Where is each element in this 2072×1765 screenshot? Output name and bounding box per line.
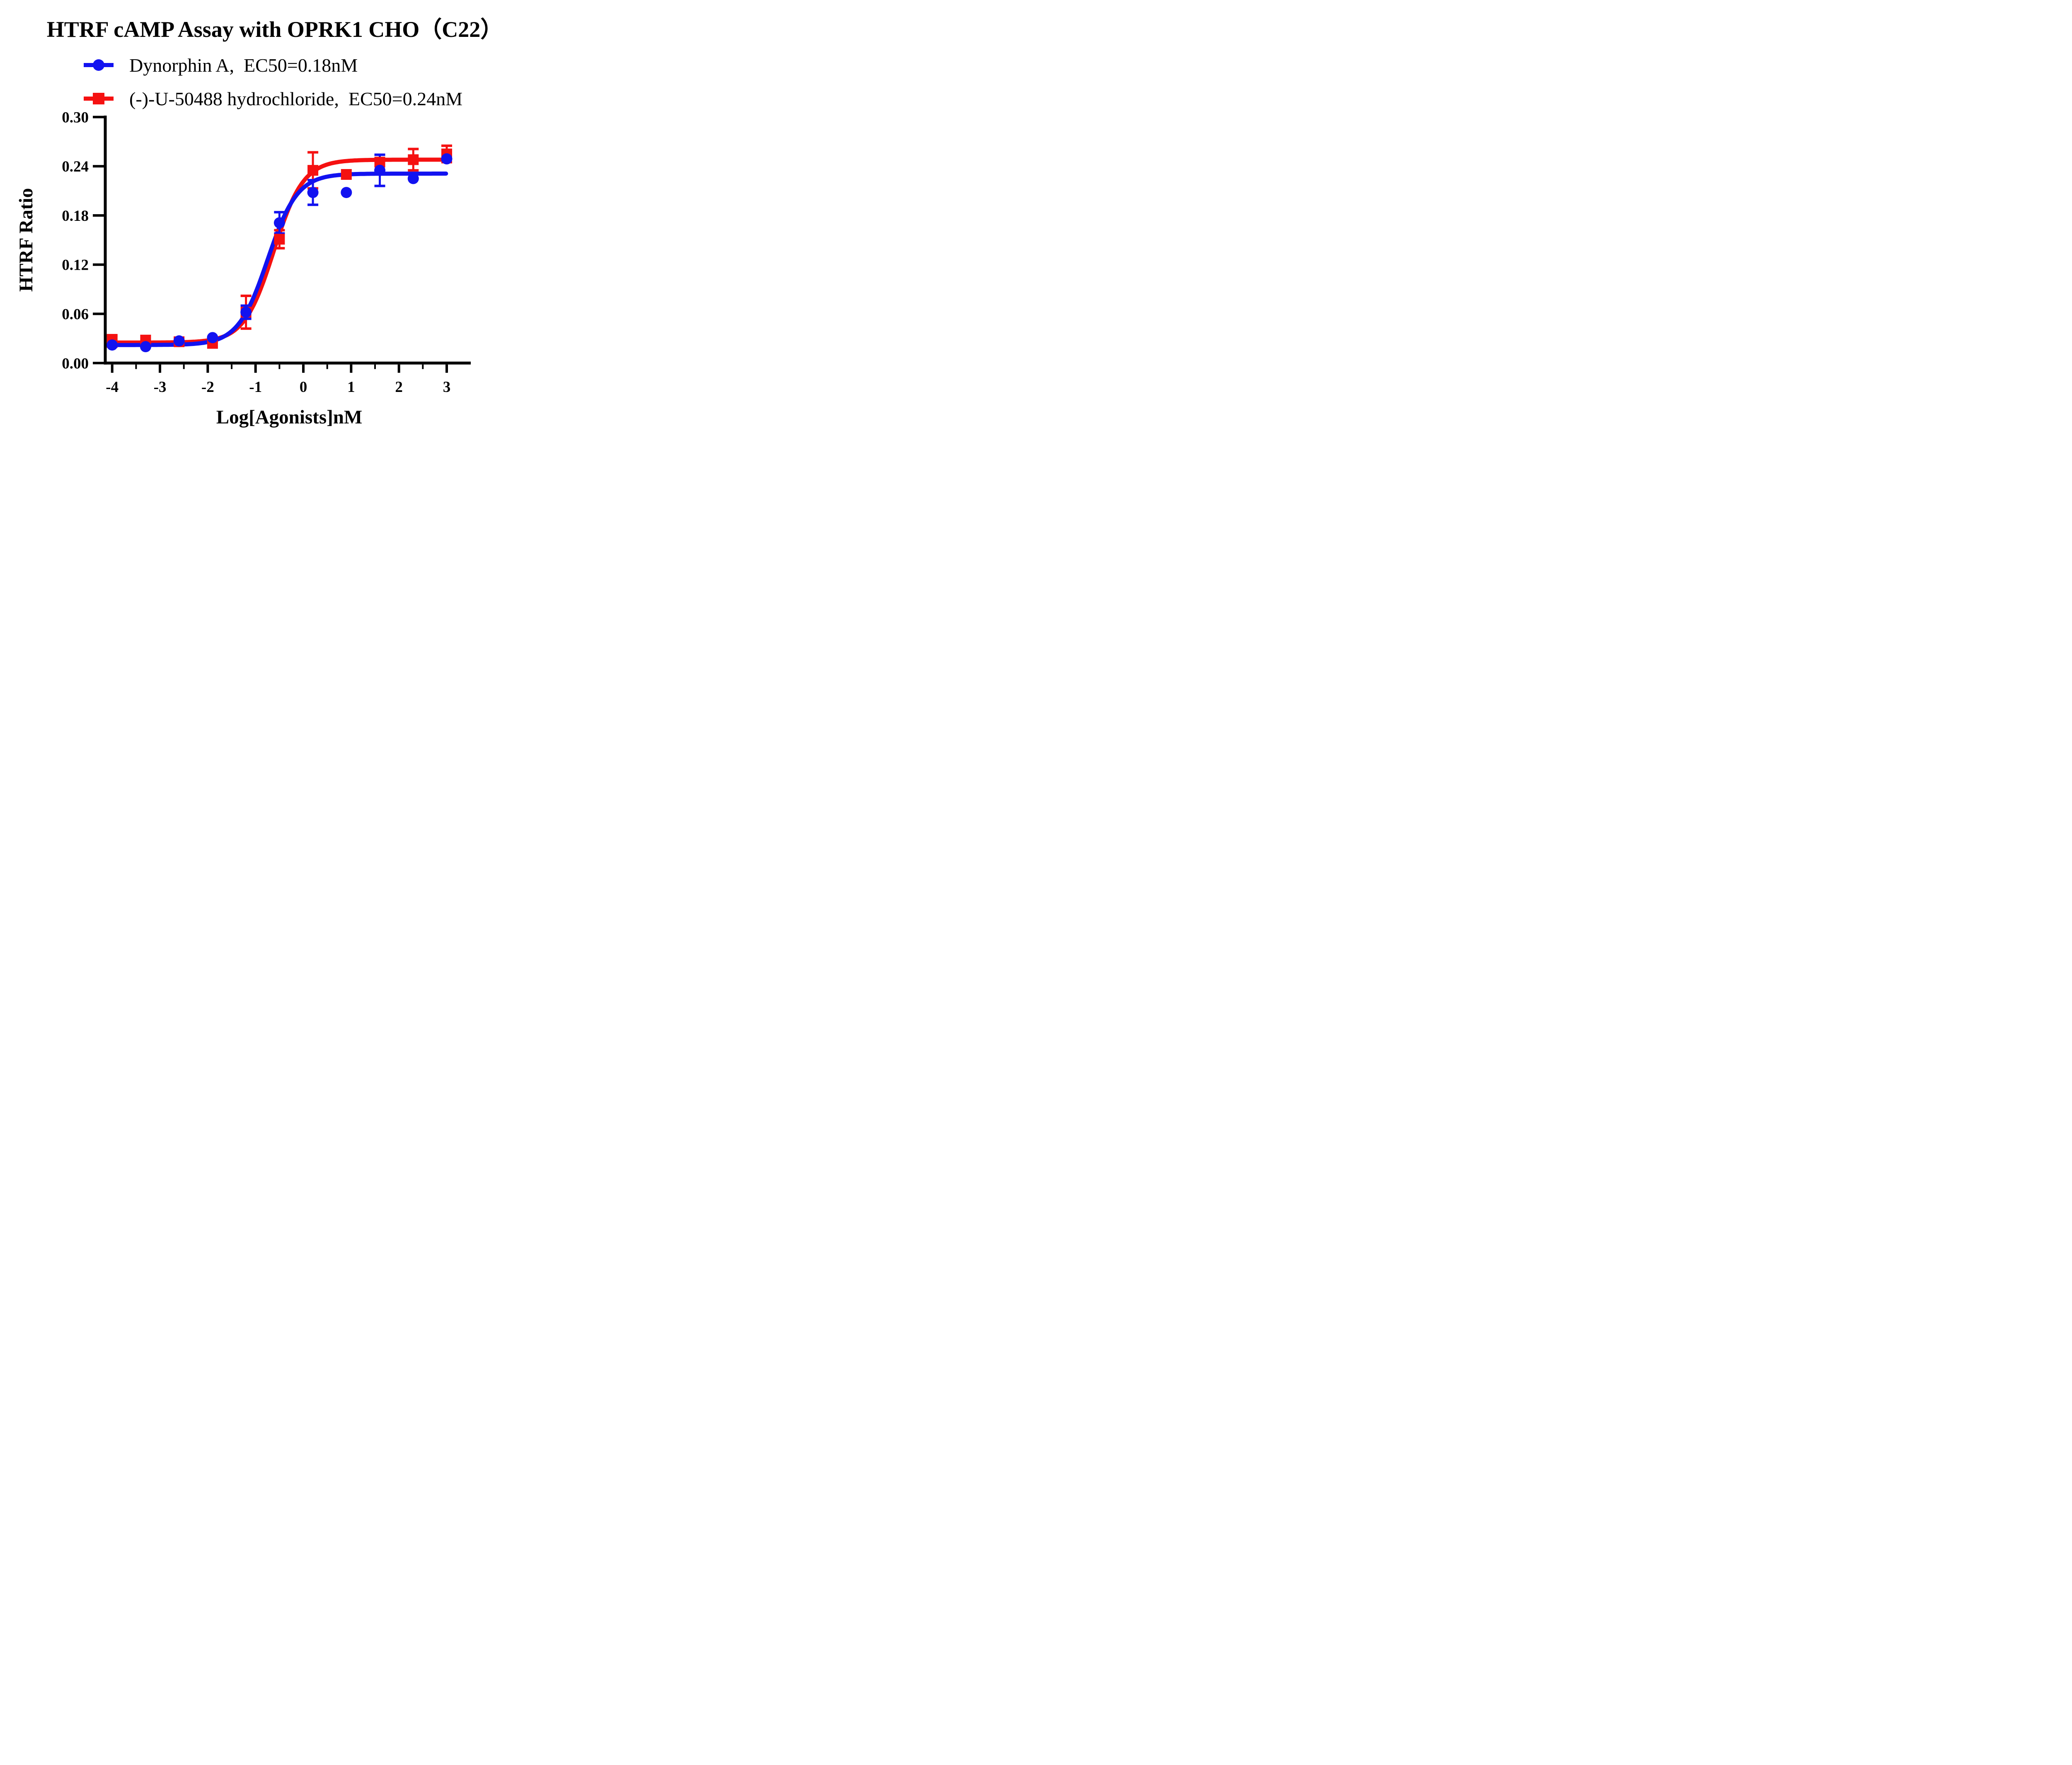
axis-labels: HTRF Ratio Log[Agonists]nM <box>15 188 362 428</box>
data-point-circle <box>274 217 285 229</box>
y-tick-label: 0.30 <box>62 109 89 126</box>
x-tick-label: 1 <box>347 379 355 396</box>
y-tick-label: 0.06 <box>62 306 89 323</box>
chart-plot-area: 0.00 0.06 0.12 0.18 0.24 0.30 -4 -3 -2 -1 0 1 2 3 HTR… <box>15 109 471 428</box>
data-point-circle <box>374 164 386 176</box>
axes: 0.00 0.06 0.12 0.18 0.24 0.30 -4 -3 -2 -1 0 1 2 3 <box>62 109 471 396</box>
data-point-circle <box>173 335 185 347</box>
x-tick-label: 3 <box>443 379 451 396</box>
data-point-square <box>408 154 419 165</box>
data-points <box>107 148 453 353</box>
data-point-circle <box>441 153 453 164</box>
data-point-square <box>274 234 285 245</box>
legend-label: Dynorphin A, EC50=0.18nM <box>129 54 358 76</box>
legend-label: (-)-U-50488 hydrochloride, EC50=0.24nM <box>129 88 462 109</box>
y-tick-label: 0.12 <box>62 257 89 274</box>
x-tick-label: -4 <box>106 379 119 396</box>
legend-marker-square-icon <box>84 93 114 104</box>
fit-curve-dynorphin-a <box>107 172 448 347</box>
error-bars <box>107 144 452 348</box>
x-tick-label: -2 <box>201 379 214 396</box>
x-tick-label: -3 <box>154 379 167 396</box>
x-axis-title: Log[Agonists]nM <box>216 406 363 428</box>
fit-curves <box>107 157 448 347</box>
y-axis-title: HTRF Ratio <box>15 188 37 292</box>
fit-curve--u-50488-hydrochloride <box>107 157 448 345</box>
legend-item-dynorphin-a: Dynorphin A, EC50=0.18nM <box>84 52 358 78</box>
data-point-circle <box>207 332 218 343</box>
data-point-circle <box>140 341 151 353</box>
data-point-square <box>341 169 352 180</box>
y-tick-label: 0.18 <box>62 208 89 225</box>
y-tick-label: 0.24 <box>62 158 89 175</box>
data-point-circle <box>240 307 252 318</box>
legend-item-u50488: (-)-U-50488 hydrochloride, EC50=0.24nM <box>84 86 462 111</box>
data-point-square <box>307 165 319 176</box>
legend-marker-circle-icon <box>84 59 114 71</box>
chart-title: HTRF cAMP Assay with OPRK1 CHO（C22） <box>46 17 503 42</box>
x-tick-label: 0 <box>300 379 307 396</box>
data-point-circle <box>307 187 319 198</box>
x-tick-label: 2 <box>395 379 403 396</box>
x-tick-label: -1 <box>249 379 262 396</box>
figure: HTRF cAMP Assay with OPRK1 CHO（C22） Dyno… <box>0 0 549 441</box>
data-point-circle <box>107 339 118 351</box>
data-point-circle <box>341 187 352 198</box>
y-tick-label: 0.00 <box>62 355 89 372</box>
data-point-circle <box>407 173 419 184</box>
